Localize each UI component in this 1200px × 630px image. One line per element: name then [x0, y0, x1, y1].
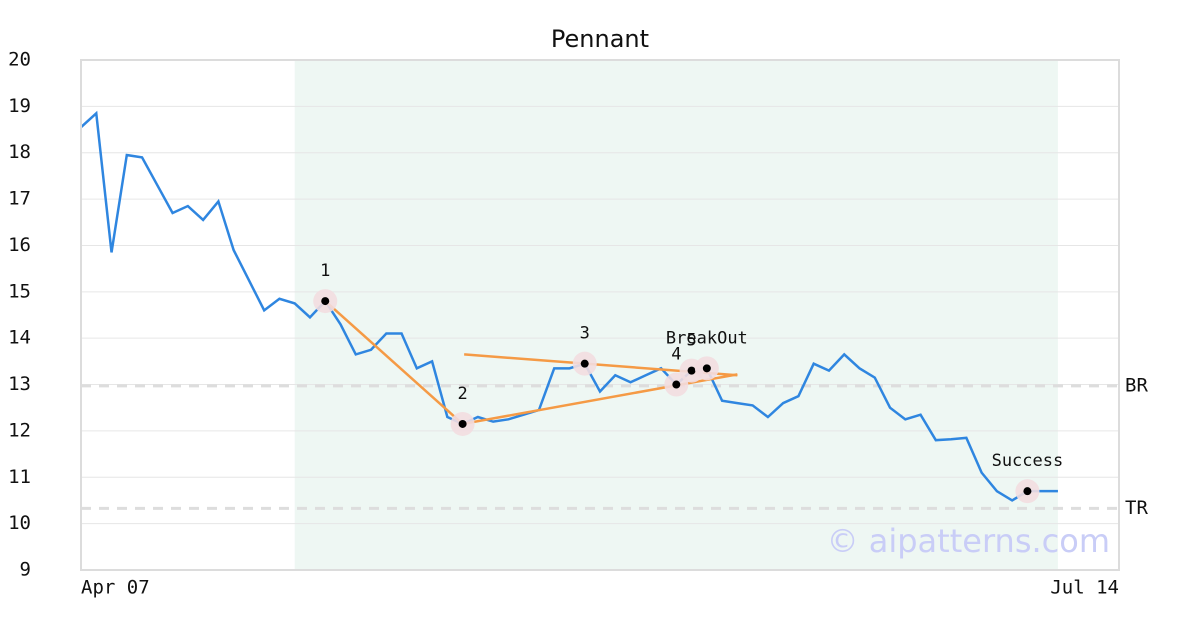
chart-title: Pennant [551, 25, 649, 53]
y-tick-label: 17 [8, 188, 31, 210]
point-dot [672, 380, 681, 389]
trendline [324, 300, 464, 425]
y-tick-label: 20 [8, 49, 31, 71]
y-tick-label: 15 [8, 280, 31, 302]
y-tick-label: 11 [8, 466, 31, 488]
level-label: TR [1125, 497, 1148, 519]
y-tick-label: 13 [8, 373, 31, 395]
y-tick-label: 12 [8, 419, 31, 441]
point-label: 1 [320, 261, 330, 281]
plot-frame [80, 59, 1120, 571]
point-label: 4 [671, 345, 681, 365]
level-label: BR [1125, 374, 1148, 396]
point-label: 3 [580, 324, 590, 344]
point-label: BreakOut [666, 328, 748, 348]
point-dot [687, 366, 696, 375]
point-dot [458, 419, 467, 428]
y-tick-label: 16 [8, 234, 31, 256]
watermark: © aipatterns.com [827, 522, 1110, 560]
highlight-region [294, 60, 1058, 570]
y-tick-label: 19 [8, 95, 31, 117]
y-tick-label: 9 [20, 559, 31, 581]
point-label: 5 [686, 331, 696, 351]
point-label: Success [992, 451, 1064, 471]
y-tick-label: 10 [8, 512, 31, 534]
point-label: 2 [457, 384, 467, 404]
x-tick-label: Jul 14 [1050, 577, 1119, 599]
point-dot [1023, 487, 1032, 496]
point-dot [580, 359, 589, 368]
price-line [80, 110, 1058, 502]
x-tick-label: Apr 07 [81, 577, 150, 599]
y-tick-label: 18 [8, 141, 31, 163]
point-dot [702, 364, 711, 373]
point-dot [321, 297, 330, 306]
y-tick-label: 14 [8, 327, 31, 349]
